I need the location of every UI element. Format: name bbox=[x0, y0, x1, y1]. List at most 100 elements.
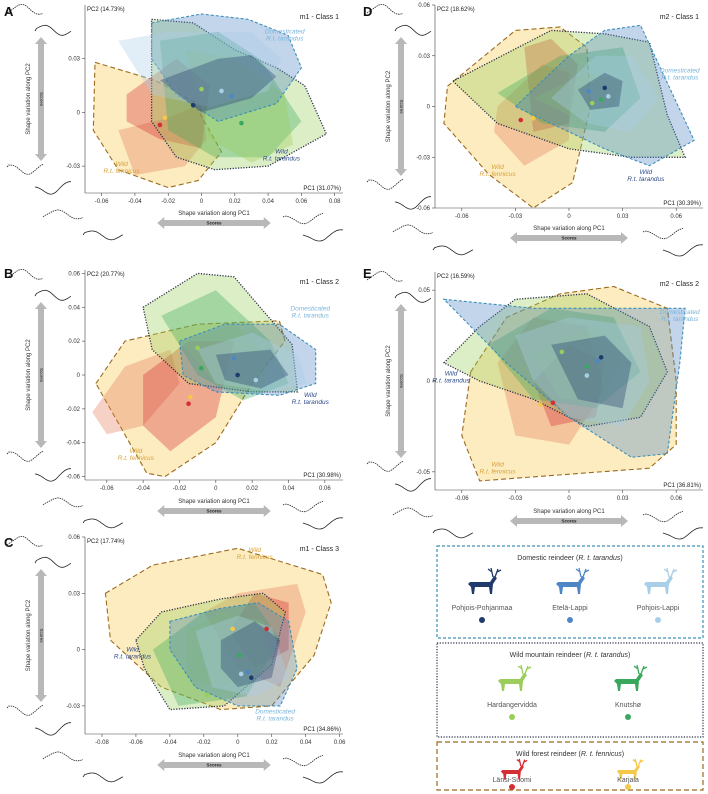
point-pohjois-lappi bbox=[238, 671, 244, 677]
point-knutsho bbox=[237, 652, 242, 658]
x-tick-label: -0.03 bbox=[509, 496, 523, 502]
legend-item-knutsho: Knutshø bbox=[614, 664, 648, 720]
legend-title-pre: Domestic reindeer ( bbox=[517, 555, 579, 562]
group-label-line: R.t. tarandus bbox=[263, 156, 301, 163]
group-label-wild-forest: Wild R.t. fennicus bbox=[479, 164, 516, 178]
pc1-axis-title: Shape variation along PC1 bbox=[178, 211, 250, 217]
hull-domestic bbox=[197, 332, 307, 392]
group-label-line: R.t. fennicus bbox=[118, 455, 155, 462]
shape-outline bbox=[394, 196, 431, 210]
legend-item-dot bbox=[567, 617, 573, 623]
hull-wild-forest bbox=[443, 26, 591, 209]
x-tick-label: 0 bbox=[567, 496, 571, 502]
panel-title: m2 - Class 1 bbox=[660, 14, 699, 21]
group-label-line: Wild bbox=[304, 392, 317, 399]
arrow-right-icon bbox=[620, 515, 628, 527]
point-lansi-suomi bbox=[264, 626, 269, 632]
group-label-line: Wild bbox=[445, 371, 458, 378]
panel-title: m1 - Class 2 bbox=[300, 279, 339, 286]
point-karjala bbox=[162, 115, 168, 121]
pc2-axis-title: Shape variation along PC2 bbox=[386, 70, 392, 142]
pc2-arrow-bar bbox=[38, 43, 44, 155]
group-label-wild-forest: Wild R.t. fennicus bbox=[237, 547, 274, 561]
hull-domestic bbox=[118, 31, 282, 108]
shape-outline bbox=[6, 450, 44, 462]
group-label-line: R.t. tarandus bbox=[292, 313, 330, 320]
antler-icon bbox=[633, 664, 648, 675]
group-label-line: R.t. tarandus bbox=[292, 399, 330, 406]
legend-wild-forest: Wild forest reindeer (R. t. fennicus) Län… bbox=[436, 741, 704, 791]
shape-outline bbox=[366, 460, 404, 472]
antler-icon bbox=[663, 567, 678, 578]
scores-label: Scores bbox=[206, 221, 222, 226]
reindeer-icon bbox=[498, 673, 527, 691]
antler-icon bbox=[517, 664, 532, 675]
hull-wild-forest bbox=[104, 547, 332, 711]
group-label-wild-mountain: Wild R.t. tarandus bbox=[292, 392, 330, 406]
pc2-variance-label: PC2 (18.62%) bbox=[437, 7, 475, 13]
pc2-variance-label: PC2 (16.59%) bbox=[437, 274, 475, 280]
legend-box bbox=[436, 741, 704, 791]
hull-domestic bbox=[577, 72, 623, 110]
legend-title: Wild mountain reindeer (R. t. tarandus) bbox=[510, 652, 631, 659]
scores-label: Scores bbox=[206, 763, 222, 768]
point-knutsho bbox=[239, 120, 244, 126]
point-lansi-suomi bbox=[518, 117, 524, 123]
hull-domestic bbox=[220, 621, 281, 688]
legend-item-lansi-suomi: Länsi-Suomi bbox=[493, 758, 532, 790]
group-label-line: R.t. fennicus bbox=[479, 171, 516, 178]
group-label-wild-mountain: Wild R.t. tarandus bbox=[432, 371, 470, 385]
group-label-line: Wild bbox=[491, 164, 504, 171]
pc1-variance-label: PC1 (36.81%) bbox=[663, 483, 701, 489]
point-pohjois-pohjanmaa bbox=[249, 675, 254, 681]
pc1-variance-label: PC1 (31.07%) bbox=[303, 186, 341, 192]
arrow-up-icon bbox=[35, 302, 47, 309]
reindeer-icon bbox=[556, 576, 585, 594]
point-etela-lappi bbox=[231, 355, 237, 361]
x-tick-label: 0 bbox=[567, 214, 571, 220]
antler-icon bbox=[516, 758, 528, 767]
hull-domestic bbox=[442, 298, 686, 458]
x-tick-label: -0.06 bbox=[129, 740, 143, 746]
x-tick-label: -0.03 bbox=[509, 214, 523, 220]
x-tick-label: 0 bbox=[200, 199, 204, 205]
pc2-variance-label: PC2 (20.77%) bbox=[87, 272, 125, 278]
group-label-line: Wild bbox=[130, 448, 143, 455]
legend-item-dot bbox=[509, 784, 515, 790]
point-hardangervidda bbox=[199, 86, 204, 92]
hull-wild-mountain bbox=[186, 612, 272, 688]
pc1-arrow-bar bbox=[163, 508, 265, 514]
arrow-down-icon bbox=[35, 441, 47, 448]
shape-outline bbox=[662, 244, 704, 257]
y-tick-label: -0.06 bbox=[66, 475, 80, 481]
x-tick-label: 0.02 bbox=[246, 486, 258, 492]
legend-item-hardangervidda: Hardangervidda bbox=[487, 664, 537, 720]
hull-wild-mountain bbox=[442, 293, 669, 428]
pc1-variance-label: PC1 (30.98%) bbox=[303, 473, 341, 479]
group-label-line: Domesticated bbox=[265, 29, 305, 36]
point-karjala bbox=[188, 394, 193, 400]
point-pohjois-pohjanmaa bbox=[598, 355, 604, 360]
arrow-down-icon bbox=[395, 451, 407, 458]
x-tick-label: -0.04 bbox=[163, 740, 177, 746]
hull-domestic bbox=[151, 13, 303, 123]
pc2-arrow-bar bbox=[38, 575, 44, 696]
legend-item-name: Pohjois-Pohjanmaa bbox=[452, 605, 513, 612]
reindeer-icon bbox=[614, 673, 643, 691]
legend-item-etela-lappi: Etelä-Lappi bbox=[552, 567, 590, 623]
scores-label: Scores bbox=[399, 374, 404, 389]
point-knutsho bbox=[598, 97, 604, 103]
y-tick-label: 0.03 bbox=[68, 57, 80, 63]
point-karjala bbox=[530, 116, 536, 121]
x-tick-label: -0.08 bbox=[95, 740, 109, 746]
shape-outline bbox=[34, 556, 72, 568]
reindeer-icon bbox=[468, 576, 497, 594]
legend-item-dot bbox=[625, 784, 631, 790]
group-label-domestic: Domesticated R.t. tarandus bbox=[290, 306, 330, 320]
hull-domestic bbox=[551, 335, 632, 409]
x-tick-label: 0.06 bbox=[319, 486, 331, 492]
